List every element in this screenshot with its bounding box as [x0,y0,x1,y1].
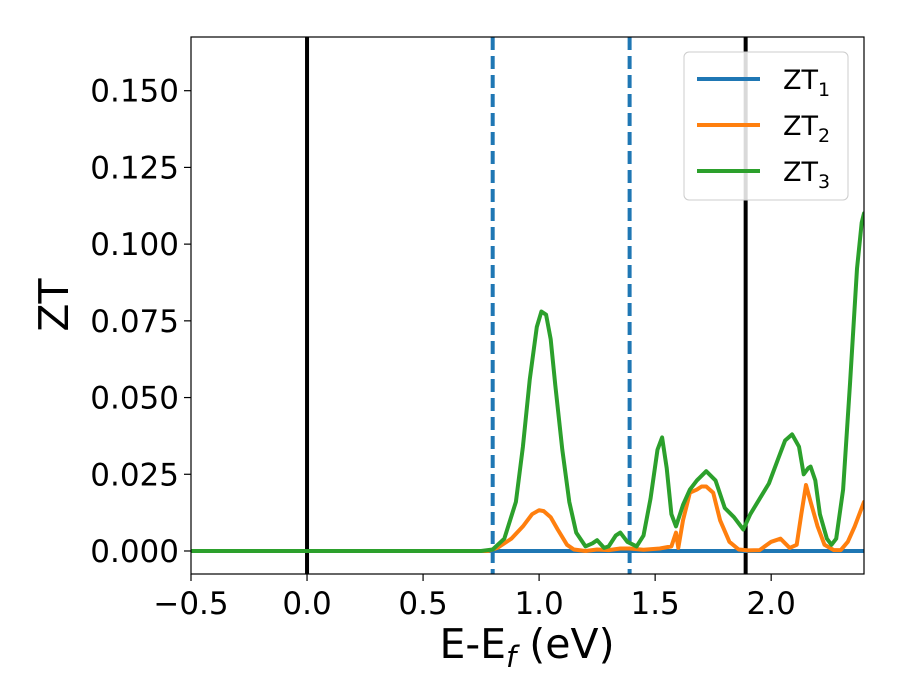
x-tick-label: 1.0 [514,586,563,622]
y-tick-label: 0.150 [90,74,179,110]
reference-lines [305,37,748,574]
x-tick-label: 1.5 [630,586,679,622]
legend: ZT1 ZT2 ZT3 [683,51,849,201]
y-tick-label: 0.050 [90,381,179,417]
x-axis-label: E-Ef (eV) [439,620,614,674]
legend-box [683,51,849,201]
y-tick-label: 0.100 [90,227,179,263]
series-line-3 [191,211,864,553]
legend-label-1: ZT1 [783,65,830,101]
x-axis: −0.5 0.0 0.5 1.0 1.5 2.0 [153,574,796,622]
x-tick-label: 0.5 [398,586,447,622]
x-tick-label: 0.0 [282,586,331,622]
plot-frame [190,36,865,575]
y-tick-label: 0.075 [90,304,179,340]
legend-label-3: ZT3 [783,157,830,193]
legend-label-2: ZT2 [783,111,830,147]
y-axis: 0.000 0.025 0.050 0.075 0.100 0.125 0.150 [90,74,191,570]
y-tick-label: 0.000 [90,534,179,570]
series-layer [191,211,864,553]
y-axis-label: ZT [30,277,78,331]
x-tick-label: 2.0 [747,586,796,622]
x-tick-label: −0.5 [153,586,228,622]
y-tick-label: 0.125 [90,150,179,186]
y-tick-label: 0.025 [90,457,179,493]
